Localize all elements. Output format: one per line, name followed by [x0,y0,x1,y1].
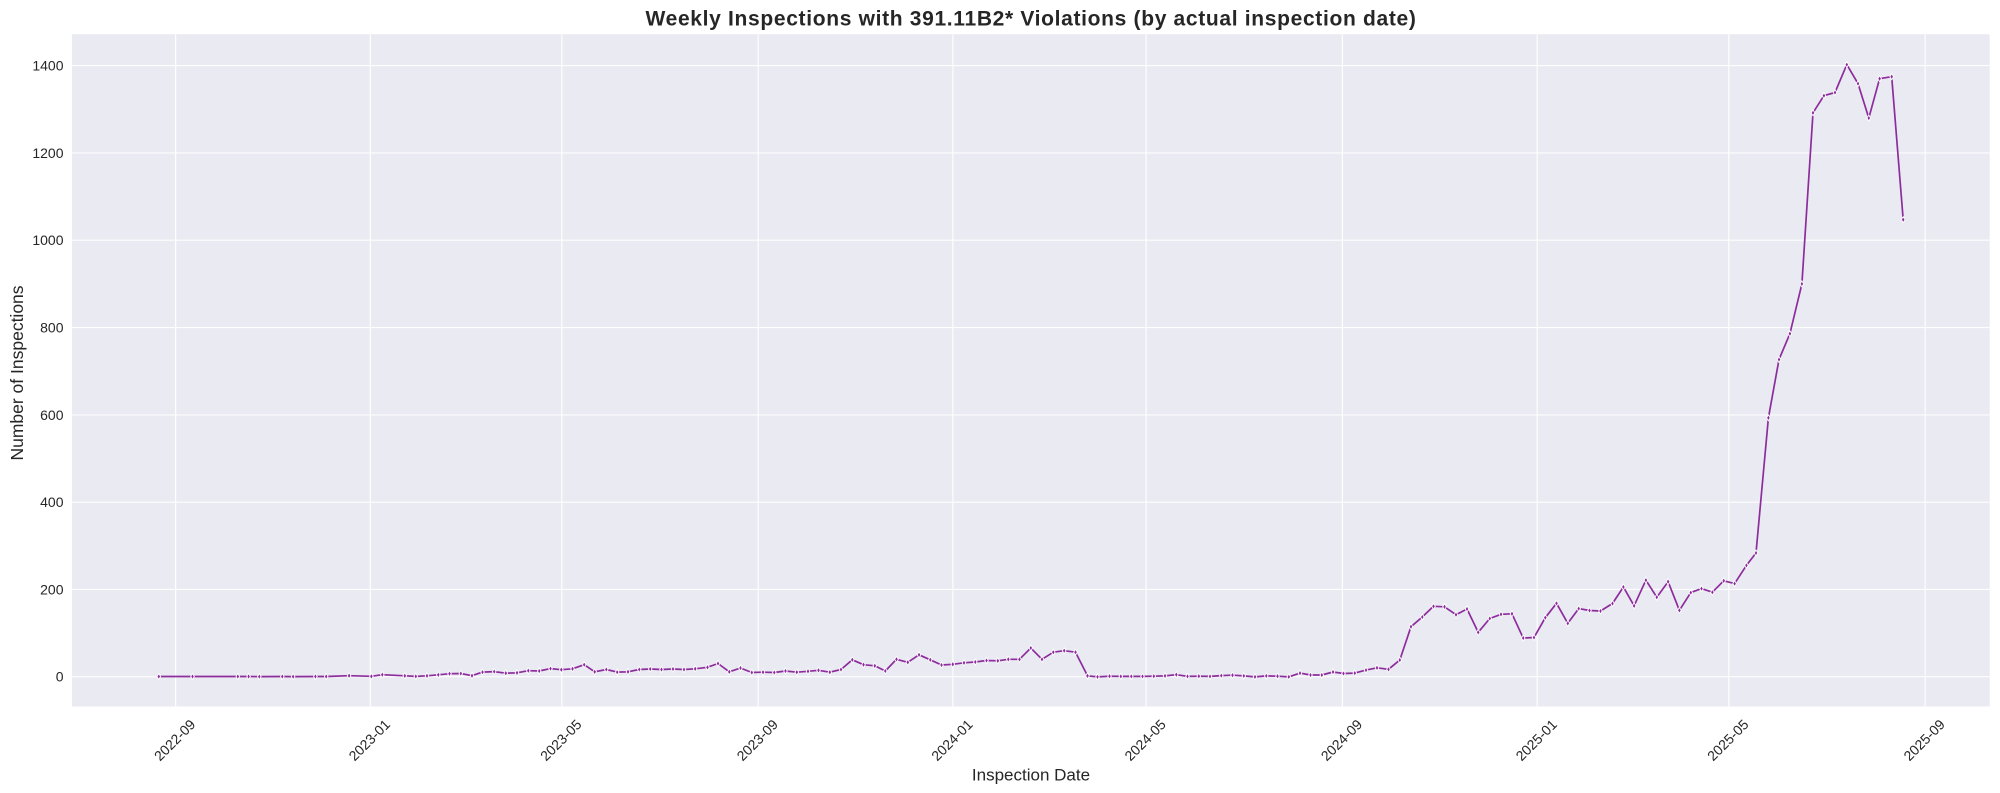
svg-text:1200: 1200 [32,145,63,161]
svg-text:2025-09: 2025-09 [1900,716,1948,764]
svg-text:1400: 1400 [32,58,63,74]
svg-text:2024-05: 2024-05 [1121,716,1169,764]
svg-text:Inspection Date: Inspection Date [972,766,1090,785]
svg-text:200: 200 [40,581,64,597]
svg-text:Number of Inspections: Number of Inspections [7,285,27,460]
svg-text:1000: 1000 [32,232,63,248]
svg-text:600: 600 [40,407,64,423]
svg-text:Weekly Inspections with 391.11: Weekly Inspections with 391.11B2* Violat… [645,8,1416,31]
svg-text:0: 0 [56,669,64,685]
svg-text:2025-05: 2025-05 [1704,716,1752,764]
svg-text:2023-01: 2023-01 [345,716,393,764]
svg-text:2023-09: 2023-09 [733,716,781,764]
svg-text:2023-05: 2023-05 [537,716,585,764]
svg-text:2024-09: 2024-09 [1318,716,1366,764]
svg-text:800: 800 [40,320,64,336]
svg-text:2022-09: 2022-09 [151,716,199,764]
svg-text:400: 400 [40,494,64,510]
svg-text:2024-01: 2024-01 [928,716,976,764]
svg-text:2025-01: 2025-01 [1512,716,1560,764]
